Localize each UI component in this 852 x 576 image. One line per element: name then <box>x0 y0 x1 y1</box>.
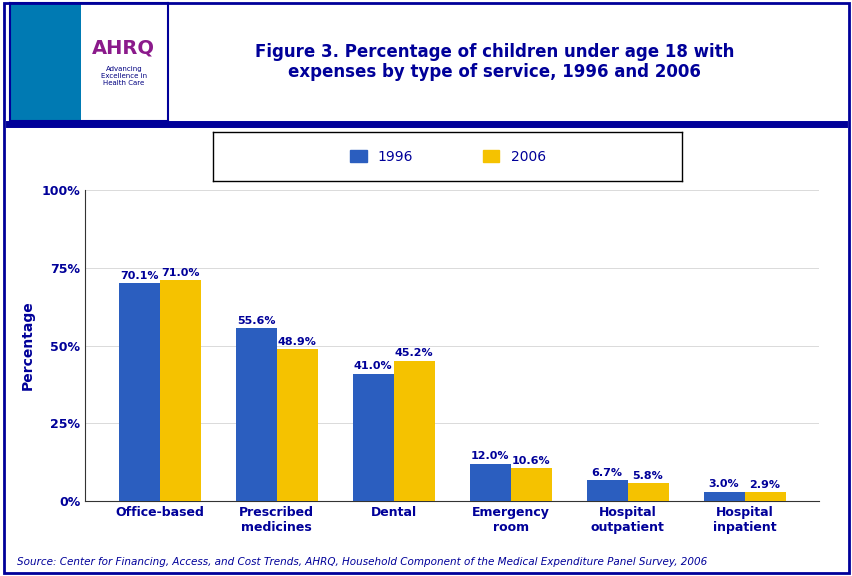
Text: AHRQ: AHRQ <box>92 38 155 57</box>
Text: 45.2%: 45.2% <box>394 348 433 358</box>
Bar <box>627 483 668 501</box>
Y-axis label: Percentage: Percentage <box>20 301 35 391</box>
Bar <box>744 492 785 501</box>
Text: 10.6%: 10.6% <box>511 456 550 465</box>
Bar <box>703 492 744 501</box>
Text: 2.9%: 2.9% <box>749 480 780 490</box>
Text: Figure 3. Percentage of children under age 18 with
expenses by type of service, : Figure 3. Percentage of children under a… <box>255 43 734 81</box>
Text: 70.1%: 70.1% <box>120 271 158 281</box>
Bar <box>235 328 276 501</box>
Bar <box>393 361 434 501</box>
Text: 5.8%: 5.8% <box>632 471 663 480</box>
Bar <box>469 464 510 501</box>
Bar <box>159 281 200 501</box>
Bar <box>118 283 159 501</box>
Text: 71.0%: 71.0% <box>161 268 199 278</box>
Text: Source: Center for Financing, Access, and Cost Trends, AHRQ, Household Component: Source: Center for Financing, Access, an… <box>17 556 706 567</box>
Text: 41.0%: 41.0% <box>354 361 392 371</box>
Text: Advancing
Excellence in
Health Care: Advancing Excellence in Health Care <box>101 66 147 86</box>
Text: 48.9%: 48.9% <box>277 336 316 347</box>
Bar <box>510 468 551 501</box>
Bar <box>10 3 81 121</box>
Text: 12.0%: 12.0% <box>470 452 509 461</box>
Bar <box>352 374 393 501</box>
Text: 6.7%: 6.7% <box>591 468 622 478</box>
Bar <box>276 349 317 501</box>
Legend: 1996, 2006: 1996, 2006 <box>343 143 552 171</box>
Text: 3.0%: 3.0% <box>708 479 739 489</box>
Bar <box>586 480 627 501</box>
Text: 55.6%: 55.6% <box>237 316 275 325</box>
